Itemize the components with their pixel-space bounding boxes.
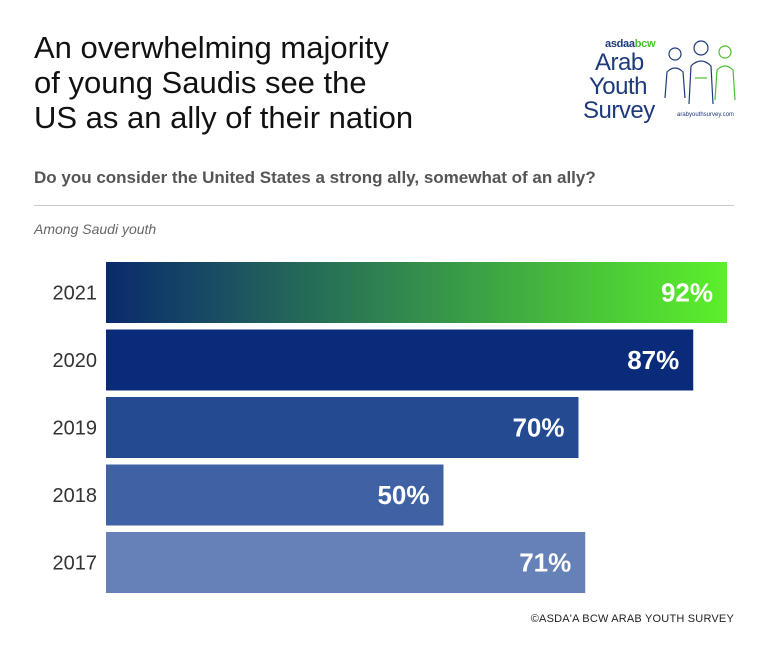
category-label-2017: 2017 <box>53 553 98 575</box>
bar-2017 <box>106 532 586 593</box>
youth-figures-icon <box>664 40 736 105</box>
bar-2019 <box>106 397 579 458</box>
logo-brand: asdaabcw <box>605 38 656 50</box>
category-label-2021: 2021 <box>53 283 98 305</box>
category-label-2020: 2020 <box>53 350 98 372</box>
bar-2020 <box>106 329 694 391</box>
bar-2021 <box>106 262 727 323</box>
value-label-2019: 70% <box>512 413 564 443</box>
logo-url: arabyouthsurvey.com <box>677 112 734 118</box>
copyright-credit: ©ASDA'A BCW ARAB YOUTH SURVEY <box>530 613 734 625</box>
logo-line-survey: Survey <box>583 97 655 124</box>
category-label-2019: 2019 <box>53 418 98 440</box>
logo-line-youth: Youth <box>589 73 648 100</box>
survey-question: Do you consider the United States a stro… <box>34 168 596 187</box>
category-label-2018: 2018 <box>53 485 98 507</box>
logo-line-arab: Arab <box>595 49 644 76</box>
chart-subtitle: Among Saudi youth <box>34 221 157 237</box>
arab-youth-survey-logo: asdaabcw Arab Youth Survey arabyouthsurv… <box>583 38 743 128</box>
divider <box>34 205 734 206</box>
bar-2018 <box>106 464 444 526</box>
value-label-2021: 92% <box>661 278 713 308</box>
value-label-2017: 71% <box>519 548 571 578</box>
chart-title: An overwhelming majority of young Saudis… <box>34 30 414 135</box>
value-label-2018: 50% <box>377 480 429 510</box>
value-label-2020: 87% <box>627 345 679 375</box>
